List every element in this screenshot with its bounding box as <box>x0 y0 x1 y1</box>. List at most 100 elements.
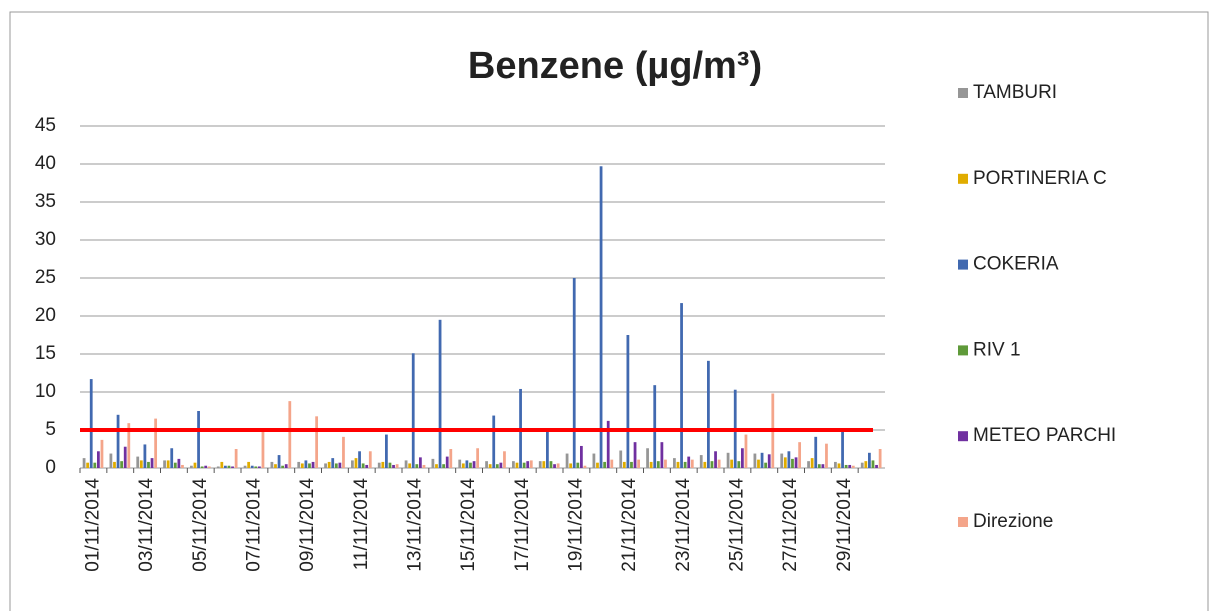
bar <box>281 465 285 468</box>
bar <box>703 461 707 468</box>
bar <box>297 461 301 468</box>
y-tick-label: 40 <box>35 153 56 174</box>
x-tick-label: 05/11/2014 <box>190 478 211 572</box>
bar <box>224 465 227 468</box>
bar <box>197 411 200 468</box>
bar <box>565 453 569 468</box>
bar <box>200 466 204 468</box>
bar <box>100 439 104 468</box>
bar <box>553 464 556 468</box>
bar <box>120 461 124 468</box>
bar <box>834 461 837 468</box>
y-tick-label: 35 <box>35 191 56 212</box>
bar <box>626 335 630 468</box>
bar <box>664 459 667 468</box>
bar <box>699 455 703 468</box>
bar <box>660 442 664 468</box>
bar <box>311 461 315 468</box>
bar <box>841 431 844 468</box>
bar <box>495 464 499 468</box>
bar <box>740 448 744 468</box>
bar <box>254 466 258 468</box>
bar <box>814 436 818 468</box>
y-tick-label: 30 <box>35 229 56 250</box>
bar <box>358 451 361 468</box>
bar <box>512 461 515 468</box>
y-tick-label: 0 <box>45 457 56 478</box>
bar <box>82 458 86 468</box>
bar <box>435 464 438 468</box>
bar <box>791 458 794 468</box>
bar <box>798 442 802 468</box>
legend-label: COKERIA <box>973 254 1059 275</box>
bar <box>170 448 174 468</box>
bar <box>422 464 426 468</box>
bar <box>227 465 231 468</box>
bar <box>599 166 603 468</box>
bar <box>147 461 150 468</box>
bar <box>606 420 610 468</box>
bar <box>630 461 633 468</box>
bar <box>737 461 741 468</box>
bar <box>469 462 472 468</box>
bar <box>304 460 308 468</box>
bar <box>361 463 365 468</box>
x-tick-label: 03/11/2014 <box>136 478 157 572</box>
bar <box>485 461 488 468</box>
bar <box>783 457 787 468</box>
bar <box>868 452 871 468</box>
bar <box>576 462 580 468</box>
x-tick-label: 21/11/2014 <box>619 478 640 572</box>
bar <box>546 431 549 468</box>
y-tick-label: 10 <box>35 381 56 402</box>
bar <box>385 434 388 468</box>
bar <box>377 462 381 468</box>
x-tick-label: 01/11/2014 <box>82 478 103 572</box>
chart-title: Benzene (µg/m³) <box>468 45 762 87</box>
bar <box>127 423 131 468</box>
x-tick-label: 19/11/2014 <box>565 478 586 572</box>
bar <box>461 463 465 468</box>
bar <box>338 462 342 468</box>
bar <box>753 453 757 468</box>
bar <box>488 464 492 468</box>
bar <box>308 463 311 468</box>
bar <box>113 461 116 468</box>
bar <box>787 451 791 468</box>
bar <box>250 465 254 468</box>
bar <box>277 455 281 468</box>
legend-label: PORTINERIA C <box>973 168 1107 189</box>
bar <box>726 452 730 468</box>
bar <box>181 464 184 468</box>
bar <box>284 464 288 468</box>
bar <box>875 464 878 468</box>
legend-swatch <box>958 259 968 270</box>
bar <box>207 466 211 468</box>
bar <box>673 458 676 468</box>
bar <box>860 462 864 468</box>
bar <box>522 462 526 468</box>
bar <box>714 451 717 468</box>
bar <box>274 464 277 468</box>
bar <box>730 459 734 468</box>
bar <box>93 462 97 468</box>
bar <box>472 461 476 468</box>
bar <box>767 454 771 468</box>
bar <box>404 460 408 468</box>
bar <box>368 451 372 468</box>
bar <box>807 461 810 468</box>
bar <box>89 379 93 468</box>
bar <box>572 278 576 468</box>
bar <box>431 458 435 468</box>
bar <box>204 465 208 468</box>
bar <box>354 458 358 468</box>
bar <box>193 462 197 468</box>
bar <box>327 461 331 468</box>
x-tick-label: 29/11/2014 <box>834 478 855 572</box>
bar <box>154 418 158 468</box>
bar <box>676 461 680 468</box>
y-tick-label: 15 <box>35 343 56 364</box>
bar <box>449 449 453 468</box>
bar <box>757 459 760 468</box>
bar <box>821 464 825 468</box>
